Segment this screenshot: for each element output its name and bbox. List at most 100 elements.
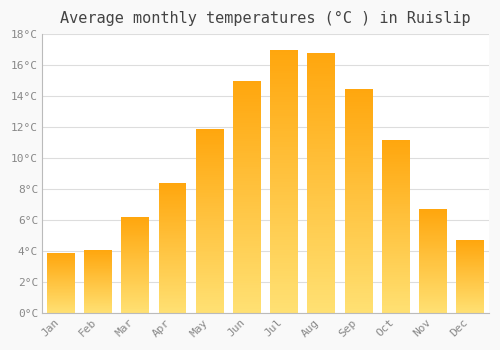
Bar [158, 274, 186, 275]
Bar [456, 274, 484, 275]
Bar [233, 134, 261, 136]
Bar [158, 285, 186, 286]
Bar [233, 139, 261, 141]
Bar [233, 281, 261, 283]
Bar [196, 147, 224, 149]
Bar [233, 255, 261, 258]
Bar [84, 285, 112, 286]
Bar [233, 283, 261, 285]
Bar [196, 166, 224, 168]
Bar [270, 76, 298, 79]
Bar [158, 201, 186, 203]
Bar [270, 306, 298, 308]
Bar [47, 289, 75, 290]
Bar [233, 104, 261, 106]
Bar [456, 246, 484, 247]
Bar [158, 247, 186, 248]
Bar [419, 249, 447, 250]
Bar [344, 125, 372, 127]
Bar [122, 224, 150, 225]
Bar [308, 293, 336, 295]
Bar [84, 264, 112, 265]
Bar [344, 111, 372, 113]
Bar [270, 134, 298, 137]
Bar [84, 260, 112, 261]
Bar [344, 239, 372, 241]
Bar [419, 297, 447, 298]
Bar [196, 226, 224, 229]
Bar [419, 262, 447, 264]
Bar [270, 208, 298, 211]
Bar [47, 299, 75, 300]
Bar [122, 280, 150, 281]
Bar [122, 310, 150, 312]
Bar [47, 310, 75, 311]
Bar [122, 217, 150, 218]
Bar [382, 261, 410, 263]
Bar [196, 153, 224, 155]
Bar [122, 267, 150, 268]
Bar [196, 162, 224, 164]
Bar [308, 274, 336, 277]
Bar [233, 176, 261, 178]
Bar [382, 296, 410, 298]
Bar [419, 301, 447, 302]
Bar [47, 303, 75, 304]
Bar [233, 288, 261, 290]
Bar [158, 300, 186, 302]
Bar [270, 118, 298, 121]
Bar [270, 274, 298, 276]
Bar [270, 142, 298, 145]
Bar [344, 271, 372, 273]
Bar [344, 237, 372, 239]
Bar [158, 252, 186, 253]
Bar [122, 225, 150, 226]
Bar [47, 290, 75, 291]
Bar [382, 155, 410, 157]
Bar [196, 282, 224, 284]
Bar [308, 240, 336, 243]
Bar [419, 215, 447, 216]
Bar [344, 169, 372, 172]
Bar [47, 270, 75, 271]
Bar [158, 270, 186, 272]
Bar [308, 196, 336, 199]
Bar [270, 155, 298, 158]
Bar [419, 255, 447, 256]
Bar [270, 103, 298, 105]
Bar [122, 290, 150, 291]
Bar [233, 295, 261, 297]
Bar [47, 305, 75, 306]
Bar [344, 250, 372, 253]
Bar [233, 213, 261, 216]
Bar [270, 55, 298, 58]
Bar [233, 230, 261, 232]
Bar [196, 149, 224, 151]
Bar [233, 290, 261, 292]
Bar [270, 71, 298, 74]
Bar [456, 288, 484, 289]
Bar [419, 267, 447, 268]
Bar [419, 261, 447, 262]
Bar [233, 225, 261, 227]
Bar [158, 240, 186, 242]
Bar [270, 163, 298, 166]
Bar [158, 234, 186, 235]
Bar [84, 301, 112, 302]
Bar [344, 226, 372, 228]
Bar [270, 239, 298, 242]
Bar [158, 287, 186, 289]
Bar [47, 301, 75, 302]
Bar [382, 254, 410, 256]
Bar [233, 81, 261, 83]
Bar [122, 261, 150, 262]
Bar [196, 258, 224, 260]
Bar [47, 275, 75, 276]
Bar [270, 153, 298, 155]
Bar [158, 233, 186, 234]
Bar [122, 254, 150, 255]
Bar [308, 55, 336, 58]
Bar [158, 205, 186, 206]
Bar [382, 270, 410, 272]
Bar [84, 276, 112, 277]
